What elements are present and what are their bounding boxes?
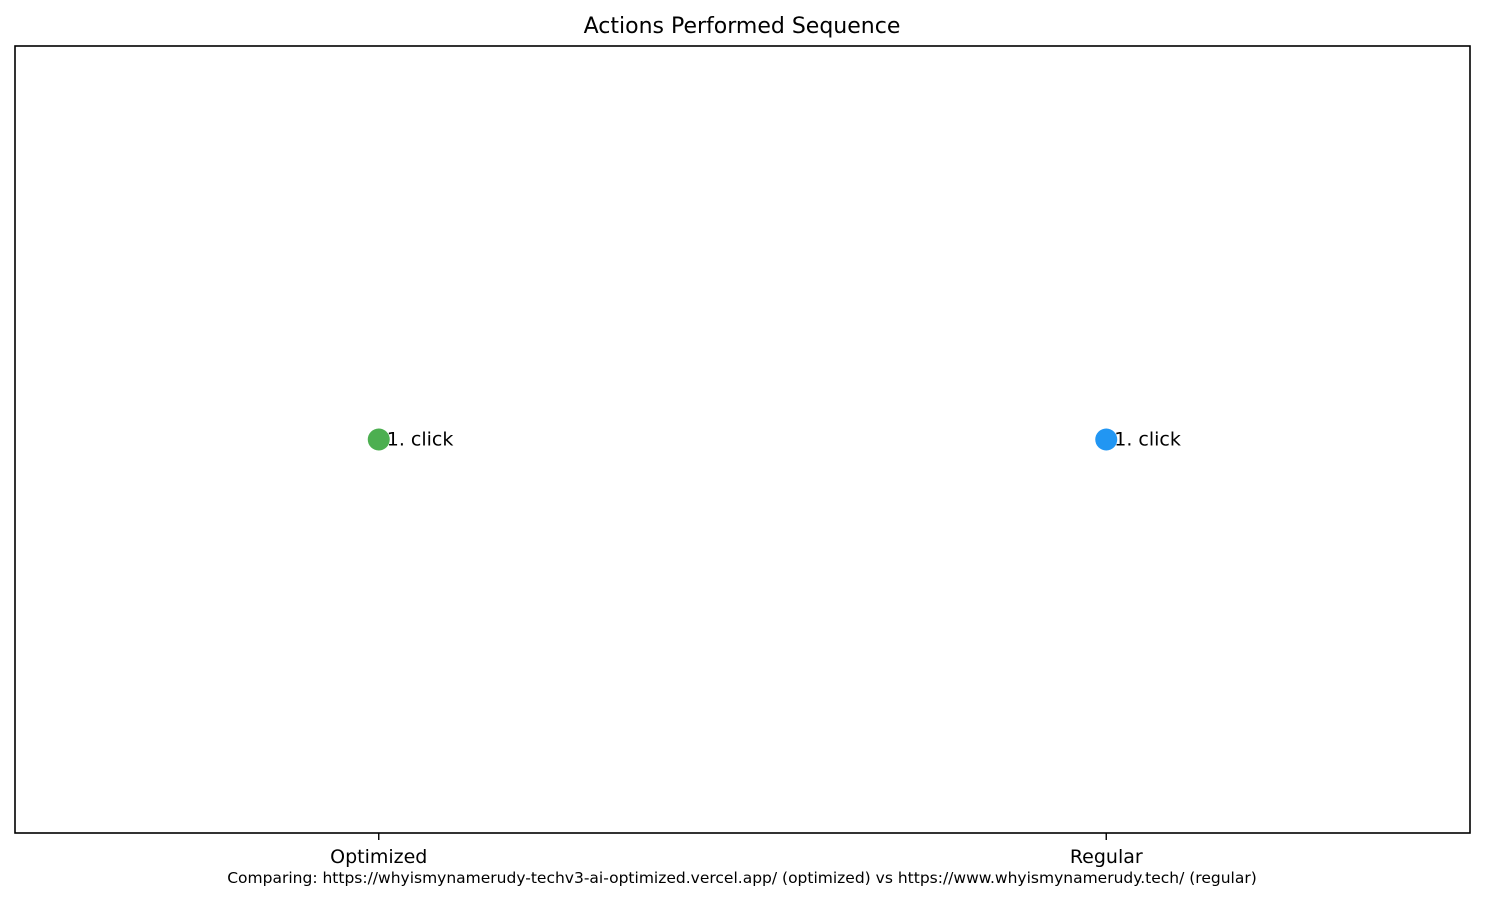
- x-axis-ticks: Optimized Regular: [330, 833, 1143, 868]
- chart-caption: Comparing: https://whyismynamerudy-techv…: [227, 869, 1257, 887]
- action-point-regular: [1095, 428, 1118, 451]
- x-tick-label: Optimized: [330, 846, 427, 868]
- chart-title: Actions Performed Sequence: [584, 14, 901, 39]
- data-points: 1. click 1. click: [367, 428, 1181, 451]
- action-label-optimized: 1. click: [387, 429, 454, 451]
- x-tick-label: Regular: [1070, 846, 1143, 868]
- action-point-optimized: [367, 428, 390, 451]
- plot-area-frame: [14, 45, 1471, 834]
- action-label-regular: 1. click: [1114, 429, 1181, 451]
